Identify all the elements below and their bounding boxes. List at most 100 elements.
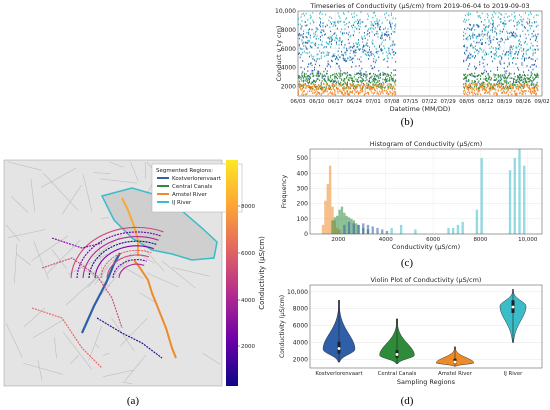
timeseries-point — [337, 58, 339, 61]
timeseries-point — [520, 85, 522, 87]
timeseries-point — [500, 18, 502, 20]
map-street-line — [66, 274, 101, 305]
legend-label: Amstel River — [172, 192, 208, 198]
timeseries-point — [319, 11, 321, 13]
timeseries-point — [325, 33, 327, 35]
timeseries-point — [530, 79, 532, 82]
timeseries-point — [482, 81, 484, 83]
timeseries-point — [379, 83, 381, 85]
histogram-bar — [354, 223, 358, 234]
timeseries-point — [325, 89, 327, 91]
timeseries-point — [331, 93, 333, 95]
timeseries-point — [364, 80, 366, 82]
timeseries-point — [357, 41, 359, 44]
timeseries-point — [513, 15, 515, 18]
timeseries-point — [336, 74, 338, 76]
timeseries-point — [359, 89, 361, 92]
timeseries-point — [523, 18, 525, 20]
timeseries-point — [515, 63, 517, 65]
timeseries-point — [317, 72, 319, 74]
timeseries-point — [382, 71, 384, 74]
timeseries-point — [507, 57, 509, 60]
x-tick-label: 08/05 — [459, 99, 474, 105]
map-street-line — [37, 359, 43, 381]
timeseries-point — [308, 31, 310, 34]
timeseries-point — [515, 93, 517, 96]
timeseries-point — [481, 30, 483, 33]
timeseries-point — [319, 50, 321, 52]
timeseries-point — [336, 87, 338, 90]
timeseries-point — [329, 38, 331, 40]
timeseries-point — [485, 89, 487, 92]
timeseries-point — [472, 55, 474, 57]
timeseries-point — [360, 72, 362, 75]
timeseries-point — [318, 88, 320, 91]
timeseries-point — [344, 59, 346, 62]
timeseries-point — [384, 77, 386, 79]
timeseries-point — [315, 80, 317, 82]
timeseries-point — [513, 31, 515, 33]
timeseries-point — [330, 36, 332, 39]
timeseries-point — [341, 43, 343, 46]
x-tick-label: 09/02 — [534, 99, 549, 105]
timeseries-point — [352, 79, 354, 82]
timeseries-point — [384, 86, 386, 88]
timeseries-point — [508, 72, 510, 75]
timeseries-point — [499, 30, 501, 32]
timeseries-point — [526, 81, 528, 84]
timeseries-point — [387, 88, 389, 91]
timeseries-point — [480, 72, 482, 75]
timeseries-point — [391, 57, 393, 59]
timeseries-point — [336, 43, 338, 45]
timeseries-point — [305, 46, 307, 49]
timeseries-point — [531, 81, 533, 84]
timeseries-point — [358, 72, 360, 75]
y-tick-label: 2000 — [293, 357, 308, 364]
timeseries-point — [534, 21, 536, 24]
timeseries-point — [331, 78, 333, 81]
timeseries-point — [472, 32, 474, 35]
timeseries-point — [344, 88, 346, 90]
timeseries-point — [363, 35, 365, 37]
timeseries-point — [333, 93, 335, 96]
timeseries-point — [352, 77, 354, 80]
timeseries-point — [373, 11, 375, 14]
timeseries-point — [390, 78, 392, 80]
timeseries-point — [387, 66, 389, 68]
timeseries-point — [527, 29, 529, 32]
timeseries-point — [360, 21, 362, 23]
timeseries-point — [319, 31, 321, 33]
timeseries-point — [499, 32, 501, 35]
timeseries-point — [314, 83, 316, 86]
timeseries-point — [528, 78, 530, 80]
timeseries-point — [334, 21, 336, 23]
timeseries-point — [529, 80, 531, 83]
timeseries-point — [384, 27, 386, 29]
timeseries-point — [522, 93, 524, 95]
timeseries-point — [533, 16, 535, 19]
timeseries-point — [303, 41, 305, 44]
timeseries-point — [474, 34, 476, 36]
timeseries-point — [319, 72, 321, 75]
timeseries-point — [371, 27, 373, 29]
timeseries-point — [516, 79, 518, 82]
timeseries-point — [389, 78, 391, 81]
timeseries-point — [357, 19, 359, 21]
timeseries-point — [346, 82, 348, 84]
timeseries-point — [348, 21, 350, 24]
timeseries-point — [368, 77, 370, 80]
timeseries-point — [344, 93, 346, 96]
timeseries-point — [350, 49, 352, 52]
timeseries-point — [486, 34, 488, 37]
histogram-bar — [508, 170, 512, 234]
timeseries-point — [341, 50, 343, 53]
timeseries-point — [394, 90, 396, 93]
timeseries-point — [521, 19, 523, 21]
timeseries-point — [386, 80, 388, 83]
timeseries-point — [393, 74, 395, 77]
timeseries-point — [535, 83, 537, 86]
timeseries-point — [341, 79, 343, 81]
timeseries-point — [392, 40, 394, 43]
timeseries-point — [477, 93, 479, 95]
timeseries-point — [387, 83, 389, 85]
